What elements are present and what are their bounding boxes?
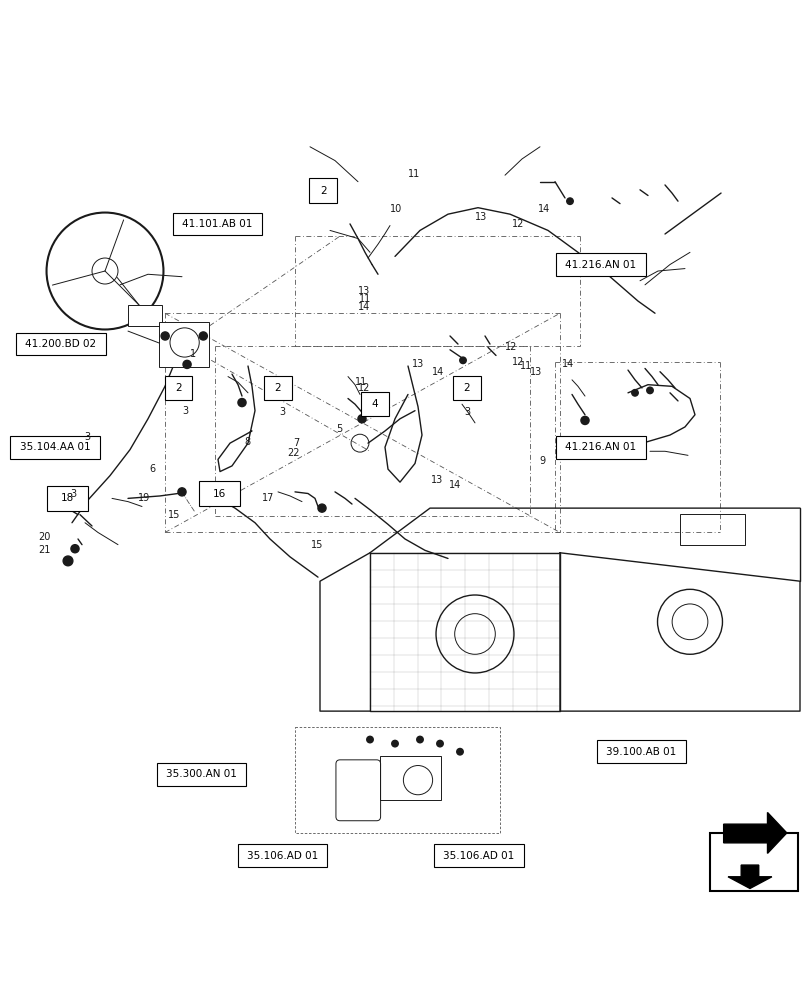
FancyBboxPatch shape	[47, 486, 88, 511]
Circle shape	[367, 736, 373, 743]
FancyBboxPatch shape	[158, 322, 208, 367]
FancyBboxPatch shape	[173, 213, 262, 235]
Text: 2: 2	[320, 186, 326, 196]
Text: 13: 13	[529, 367, 542, 377]
FancyBboxPatch shape	[127, 305, 161, 326]
FancyBboxPatch shape	[434, 844, 523, 867]
Circle shape	[161, 332, 169, 340]
Polygon shape	[723, 812, 786, 853]
Text: 11: 11	[519, 361, 532, 371]
Circle shape	[391, 740, 397, 747]
Text: 35.300.AN 01: 35.300.AN 01	[165, 769, 237, 779]
Circle shape	[580, 416, 588, 424]
Text: 3: 3	[70, 489, 76, 499]
Text: 3: 3	[182, 406, 188, 416]
Text: 10: 10	[389, 204, 402, 214]
Text: 2: 2	[274, 383, 281, 393]
Text: 39.100.AB 01: 39.100.AB 01	[606, 747, 676, 757]
Text: 14: 14	[561, 359, 574, 369]
FancyBboxPatch shape	[11, 436, 100, 459]
Text: 41.216.AN 01: 41.216.AN 01	[564, 260, 636, 270]
Circle shape	[358, 415, 366, 423]
Circle shape	[457, 748, 463, 755]
Text: 9: 9	[539, 456, 545, 466]
Text: 13: 13	[430, 475, 443, 485]
FancyBboxPatch shape	[16, 333, 105, 355]
Text: 11: 11	[407, 169, 420, 179]
Circle shape	[566, 198, 573, 204]
Circle shape	[646, 387, 652, 394]
Text: 12: 12	[511, 357, 524, 367]
FancyBboxPatch shape	[309, 178, 337, 203]
Text: 12: 12	[504, 342, 517, 352]
Text: 11: 11	[354, 377, 367, 387]
Text: 14: 14	[357, 302, 370, 312]
FancyBboxPatch shape	[556, 253, 645, 276]
FancyBboxPatch shape	[264, 376, 291, 400]
Text: 12: 12	[357, 383, 370, 393]
Text: 4: 4	[371, 399, 378, 409]
Text: 18: 18	[61, 493, 74, 503]
FancyBboxPatch shape	[453, 376, 480, 400]
FancyBboxPatch shape	[165, 376, 192, 400]
FancyBboxPatch shape	[361, 392, 388, 416]
Text: 22: 22	[287, 448, 300, 458]
FancyBboxPatch shape	[596, 740, 685, 763]
FancyBboxPatch shape	[157, 763, 246, 786]
Text: 17: 17	[261, 493, 274, 503]
Circle shape	[71, 545, 79, 553]
Circle shape	[436, 740, 443, 747]
Text: 21: 21	[38, 545, 51, 555]
Text: 35.104.AA 01: 35.104.AA 01	[20, 442, 90, 452]
Text: 8: 8	[244, 437, 251, 447]
Text: 41.101.AB 01: 41.101.AB 01	[182, 219, 252, 229]
FancyBboxPatch shape	[710, 833, 797, 891]
Text: 1: 1	[190, 349, 196, 359]
FancyBboxPatch shape	[238, 844, 327, 867]
Text: 41.216.AN 01: 41.216.AN 01	[564, 442, 636, 452]
Circle shape	[182, 360, 191, 368]
Text: 5: 5	[336, 424, 342, 434]
Text: 19: 19	[138, 493, 151, 503]
Text: 15: 15	[310, 540, 323, 550]
Circle shape	[199, 332, 207, 340]
Polygon shape	[727, 865, 771, 888]
Text: 13: 13	[357, 286, 370, 296]
Text: 35.106.AD 01: 35.106.AD 01	[247, 851, 318, 861]
Text: 14: 14	[537, 204, 550, 214]
Text: 16: 16	[212, 489, 225, 499]
Text: 3: 3	[84, 432, 91, 442]
Text: 12: 12	[511, 219, 524, 229]
Text: 2: 2	[175, 383, 182, 393]
Circle shape	[63, 556, 73, 566]
Circle shape	[178, 488, 186, 496]
Text: 11: 11	[358, 294, 371, 304]
Text: 13: 13	[411, 359, 424, 369]
Text: 13: 13	[474, 212, 487, 222]
Text: 2: 2	[463, 383, 470, 393]
Text: 7: 7	[293, 438, 299, 448]
Text: 14: 14	[448, 480, 461, 490]
FancyBboxPatch shape	[556, 436, 645, 459]
Text: 3: 3	[463, 407, 470, 417]
Circle shape	[238, 399, 246, 407]
Text: 3: 3	[279, 407, 285, 417]
Text: 6: 6	[149, 464, 156, 474]
Circle shape	[318, 504, 326, 512]
Text: 20: 20	[38, 532, 51, 542]
FancyBboxPatch shape	[199, 481, 239, 506]
Text: 15: 15	[168, 510, 181, 520]
Circle shape	[459, 357, 466, 364]
Circle shape	[416, 736, 423, 743]
Text: 41.200.BD 02: 41.200.BD 02	[25, 339, 97, 349]
Text: 35.106.AD 01: 35.106.AD 01	[443, 851, 514, 861]
Circle shape	[631, 390, 637, 396]
Text: 14: 14	[431, 367, 444, 377]
